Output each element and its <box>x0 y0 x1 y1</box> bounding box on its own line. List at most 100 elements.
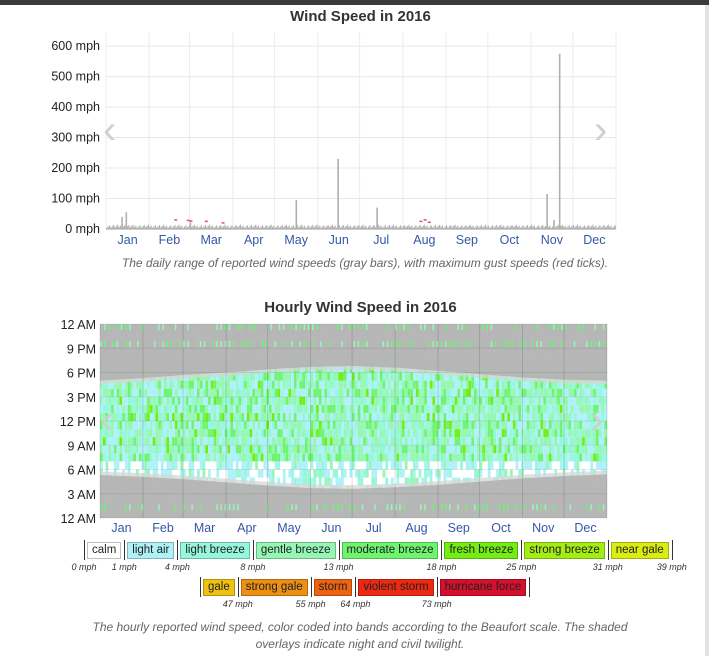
wind-cell <box>194 453 197 462</box>
wind-cell <box>343 437 347 446</box>
next-chevron-icon[interactable]: › <box>594 108 608 152</box>
wind-cell <box>421 429 425 438</box>
daily-range-bar <box>522 225 524 229</box>
wind-cell <box>371 372 375 381</box>
wind-cell <box>393 429 397 438</box>
wind-cell <box>152 445 156 454</box>
daily-range-bar <box>164 226 166 229</box>
wind-cell <box>172 429 175 438</box>
daily-range-bar <box>202 227 204 229</box>
wind-cell <box>584 404 588 413</box>
wind-cell <box>269 380 272 389</box>
daily-range-bar <box>294 227 296 229</box>
wind-cell <box>252 421 256 430</box>
wind-cell <box>540 461 544 470</box>
daily-range-bar <box>430 225 432 229</box>
night-wind-cell <box>457 340 459 347</box>
wind-cell <box>451 412 455 421</box>
wind-cell <box>435 380 438 389</box>
wind-cell <box>219 412 222 421</box>
wind-cell <box>490 445 494 454</box>
wind-cell <box>194 396 197 405</box>
night-wind-cell <box>349 504 351 511</box>
wind-cell <box>133 380 137 389</box>
wind-cell <box>246 445 250 454</box>
y-tick-label: 0 mph <box>65 222 100 236</box>
wind-cell <box>374 453 378 462</box>
wind-cell <box>407 477 411 486</box>
wind-cell <box>390 372 394 381</box>
wind-cell <box>551 412 555 421</box>
night-wind-cell <box>124 504 127 511</box>
wind-cell <box>377 453 380 462</box>
wind-cell <box>305 404 308 413</box>
wind-cell <box>141 412 145 421</box>
wind-cell <box>565 461 569 470</box>
wind-cell <box>532 445 535 454</box>
wind-cell <box>288 437 292 446</box>
wind-cell <box>343 404 347 413</box>
wind-cell <box>230 380 233 389</box>
wind-cell <box>598 388 602 397</box>
legend-item: strong breeze <box>524 542 605 559</box>
wind-cell <box>113 453 117 462</box>
wind-cell <box>172 388 175 397</box>
daily-range-bar <box>177 225 179 229</box>
prev-chevron-icon[interactable]: ‹ <box>103 108 117 152</box>
wind-cell <box>341 404 344 413</box>
wind-cell <box>515 437 519 446</box>
daily-range-bar <box>504 227 506 229</box>
next-chevron-icon-2[interactable]: › <box>590 398 604 442</box>
wind-cell <box>410 396 414 405</box>
wind-cell <box>102 437 106 446</box>
daily-range-bar <box>143 225 145 229</box>
wind-cell <box>100 453 103 462</box>
wind-cell <box>291 477 294 486</box>
wind-cell <box>537 404 541 413</box>
wind-cell <box>559 429 563 438</box>
wind-cell <box>540 396 544 405</box>
wind-cell <box>208 469 211 478</box>
wind-cell <box>401 421 405 430</box>
scrollbar-track[interactable] <box>705 5 709 656</box>
wind-cell <box>590 388 594 397</box>
wind-cell <box>404 429 408 438</box>
month-label: Nov <box>532 521 555 535</box>
wind-cell <box>310 372 314 381</box>
night-wind-cell <box>432 324 434 330</box>
wind-cell <box>241 396 245 405</box>
wind-cell <box>482 421 486 430</box>
wind-cell <box>313 437 317 446</box>
wind-cell <box>111 445 114 454</box>
wind-cell <box>122 380 125 389</box>
y-tick-label: 9 AM <box>68 439 97 453</box>
wind-cell <box>305 412 308 421</box>
wind-cell <box>548 453 552 462</box>
wind-cell <box>429 437 433 446</box>
night-wind-cell <box>361 340 364 347</box>
wind-cell <box>595 412 599 421</box>
wind-cell <box>163 380 167 389</box>
night-wind-cell <box>395 504 397 511</box>
wind-cell <box>399 396 402 405</box>
wind-cell <box>568 396 571 405</box>
wind-cell <box>291 412 294 421</box>
wind-cell <box>371 396 375 405</box>
daily-range-bar <box>195 226 197 229</box>
wind-cell <box>349 429 353 438</box>
wind-cell <box>548 429 552 438</box>
wind-cell <box>324 372 328 381</box>
wind-cell <box>401 469 405 478</box>
wind-cell <box>318 477 322 486</box>
wind-cell <box>252 429 256 438</box>
wind-cell <box>557 404 560 413</box>
wind-cell <box>559 445 563 454</box>
wind-cell <box>534 412 538 421</box>
wind-cell <box>595 421 599 430</box>
wind-cell <box>377 396 380 405</box>
wind-cell <box>119 396 123 405</box>
prev-chevron-icon-2[interactable]: ‹ <box>100 398 114 442</box>
wind-cell <box>432 445 436 454</box>
wind-cell <box>122 429 125 438</box>
wind-cell <box>529 429 533 438</box>
